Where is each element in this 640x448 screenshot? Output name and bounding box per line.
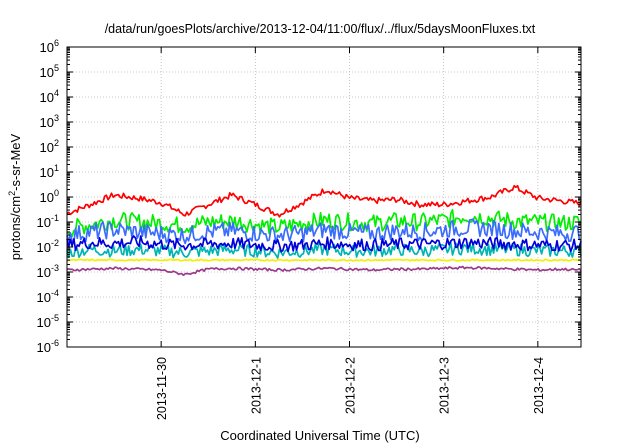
- x-axis-label: Coordinated Universal Time (UTC): [220, 428, 420, 443]
- y-tick-label: 10-5: [37, 313, 59, 330]
- series-line-1: [66, 184, 582, 218]
- y-tick-label: 10-1: [37, 213, 59, 230]
- series-line-6: [66, 258, 582, 262]
- series-line-4: [66, 218, 582, 245]
- series-line-5: [66, 235, 582, 253]
- x-tick-label: 2013-12-4: [532, 357, 546, 414]
- y-tick-label: 105: [40, 63, 59, 80]
- series-line-7: [66, 265, 582, 277]
- y-tick-label: 102: [40, 138, 59, 155]
- y-tick-label: 103: [40, 113, 59, 130]
- y-tick-label: 106: [40, 38, 59, 55]
- x-tick-label: 2013-12-3: [438, 357, 452, 414]
- y-tick-label: 10-3: [37, 263, 59, 280]
- y-tick-label: 10-6: [37, 338, 59, 355]
- y-tick-label: 10-4: [37, 288, 59, 305]
- y-tick-label: 104: [40, 88, 59, 105]
- y-tick-label: 101: [40, 163, 59, 180]
- series-line-2: [66, 208, 582, 238]
- x-tick-label: 2013-11-30: [155, 357, 169, 420]
- y-tick-label: 100: [40, 188, 59, 205]
- y-axis-label: protons/cm2-s-sr-MeV: [7, 133, 23, 260]
- chart-title: /data/run/goesPlots/archive/2013-12-04/1…: [104, 22, 536, 36]
- series-layer: [66, 184, 582, 277]
- x-tick-label: 2013-12-1: [249, 357, 263, 414]
- ticks: 10-6 10-5 10-4 10-3 10-2 10-1 100 101 102 103 104 1…: [37, 38, 581, 420]
- y-tick-label: 10-2: [37, 238, 59, 255]
- x-tick-label: 2013-12-2: [344, 357, 358, 414]
